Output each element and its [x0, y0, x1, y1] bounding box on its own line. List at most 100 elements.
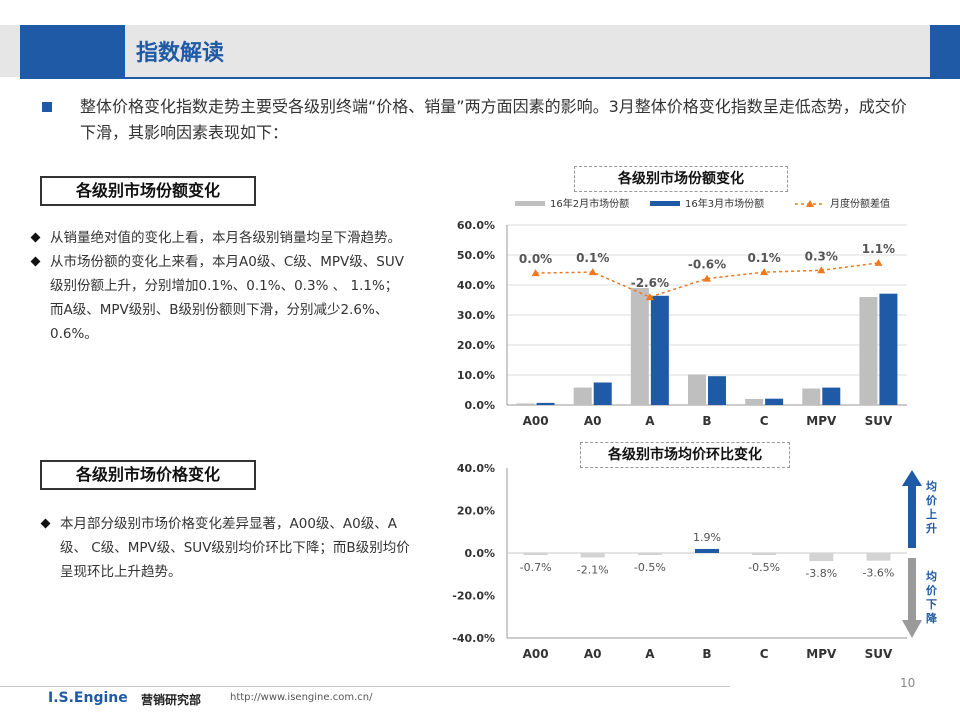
bar-mar-A00 [536, 402, 555, 405]
diff-data-label: 0.1% [576, 251, 609, 265]
header-underline [20, 77, 960, 79]
share-bullets: 从销量绝对值的变化上看，本月各级别销量均呈下滑趋势。 从市场份额的变化上来看，本… [30, 226, 415, 346]
arrow-label-char: 下 [926, 598, 937, 611]
diff-data-label: -2.6% [631, 276, 669, 290]
price-data-label: -2.1% [577, 563, 609, 576]
page-number: 10 [900, 676, 916, 690]
x-tick-label: A0 [584, 647, 602, 661]
header-accent-left [20, 25, 125, 77]
x-tick-label: A [645, 414, 655, 428]
diff-marker-A0 [588, 268, 597, 276]
bar-mar-B [708, 376, 726, 405]
diamond-bullet-icon [40, 518, 51, 529]
footer-line [0, 686, 730, 687]
price-data-label: 1.9% [693, 531, 721, 544]
x-tick-label: B [702, 414, 711, 428]
y-tick-label: -40.0% [452, 632, 495, 645]
x-tick-label: A00 [523, 414, 549, 428]
bar-feb-B [688, 374, 706, 405]
bar-feb-A0 [573, 387, 592, 405]
arrow-label-char: 上 [926, 507, 937, 521]
y-tick-label: 30.0% [457, 309, 495, 322]
diamond-bullet-icon [30, 256, 41, 267]
y-tick-label: 60.0% [457, 219, 495, 232]
bar-mar-A [650, 295, 669, 405]
share-chart: 0.0%10.0%20.0%30.0%40.0%50.0%60.0% A00 A0… [457, 197, 907, 428]
diff-data-label: -0.6% [688, 258, 726, 272]
diff-marker-B [703, 274, 711, 282]
price-bar-A0 [580, 553, 605, 558]
y-tick-label: 40.0% [457, 279, 495, 292]
legend-swatch-feb [515, 201, 545, 206]
price-direction-arrows: 均价上升 均价下降 [902, 470, 938, 638]
page-title: 指数解读 [136, 41, 225, 66]
diff-marker-A00 [531, 269, 540, 277]
diff-data-label: 0.1% [748, 251, 781, 265]
x-tick-label: C [760, 647, 769, 661]
price-bar-C [752, 553, 777, 555]
header-accent-right [930, 25, 960, 77]
price-bar-A [637, 553, 662, 555]
arrow-label-char: 价 [926, 494, 938, 507]
x-tick-label: SUV [865, 414, 893, 428]
y-tick-label: 40.0% [457, 462, 495, 475]
bar-feb-MPV [802, 388, 821, 405]
arrow-down-icon: 均价下降 [902, 558, 938, 638]
svg-text:均价上升: 均价上升 [926, 479, 938, 535]
bar-feb-A00 [516, 403, 535, 405]
x-tick-label: A [645, 647, 655, 661]
price-data-label: -0.5% [748, 561, 780, 574]
x-tick-label: MPV [806, 414, 837, 428]
footer-url[interactable]: http://www.isengine.com.cn/ [230, 692, 373, 703]
share-section-title: 各级别市场份额变化 [40, 176, 256, 206]
share-bullet-1: 从销量绝对值的变化上看，本月各级别销量均呈下滑趋势。 [30, 226, 415, 250]
y-tick-label: 20.0% [457, 505, 495, 518]
x-tick-label: MPV [806, 647, 837, 661]
arrow-label-char: 均 [926, 479, 937, 493]
arrow-label-char: 降 [926, 611, 938, 625]
price-data-label: -0.5% [634, 561, 666, 574]
bar-mar-C [765, 398, 784, 405]
diamond-bullet-icon [30, 232, 41, 243]
bar-mar-A0 [593, 382, 612, 405]
price-data-label: -3.6% [862, 567, 894, 580]
diff-marker-SUV [874, 258, 883, 266]
intro-text: 整体价格变化指数走势主要受各级别终端“价格、销量”两方面因素的影响。3月整体价格… [80, 97, 907, 142]
y-tick-label: -20.0% [452, 590, 495, 603]
diff-marker-A [645, 293, 654, 301]
arrow-label-char: 均 [926, 569, 937, 583]
x-tick-label: SUV [865, 647, 893, 661]
svg-text:均价下降: 均价下降 [926, 569, 938, 625]
price-data-label: -0.7% [520, 561, 552, 574]
bar-feb-SUV [859, 297, 878, 405]
x-tick-label: A0 [584, 414, 602, 428]
price-chart-title: 各级别市场均价环比变化 [580, 442, 790, 468]
arrow-label-char: 价 [926, 584, 938, 597]
arrow-up-icon: 均价上升 [902, 470, 938, 548]
price-bar-SUV [866, 553, 891, 561]
y-tick-label: 0.0% [464, 547, 495, 560]
diff-marker-C [760, 268, 769, 276]
price-bullets: 本月部分级别市场价格变化差异显著，A00级、A0级、A级、 C级、MPV级、SU… [40, 512, 420, 584]
legend-marker-diff [806, 200, 814, 207]
legend-swatch-mar [650, 201, 680, 206]
bar-feb-C [745, 399, 764, 405]
bar-feb-A [630, 288, 649, 405]
share-chart-title: 各级别市场份额变化 [574, 166, 788, 192]
price-bar-B [695, 548, 719, 553]
share-bullet-2: 从市场份额的变化上来看，本月A0级、C级、MPV级、SUV级别份额上升，分别增加… [30, 250, 415, 346]
y-tick-label: 20.0% [457, 339, 495, 352]
footer-brand: I.S.Engine [48, 690, 128, 706]
legend-label-mar: 16年3月市场份额 [685, 197, 764, 210]
x-tick-label: B [702, 647, 711, 661]
price-section-title: 各级别市场价格变化 [40, 460, 256, 490]
header-band [0, 25, 960, 77]
y-tick-label: 50.0% [457, 249, 495, 262]
x-tick-label: A00 [523, 647, 549, 661]
price-data-label: -3.8% [805, 567, 837, 580]
price-bullet-1: 本月部分级别市场价格变化差异显著，A00级、A0级、A级、 C级、MPV级、SU… [40, 512, 420, 584]
diff-data-label: 0.0% [519, 252, 552, 266]
intro-square-bullet-icon [42, 102, 52, 112]
bar-mar-MPV [822, 387, 841, 405]
x-tick-label: C [760, 414, 769, 428]
